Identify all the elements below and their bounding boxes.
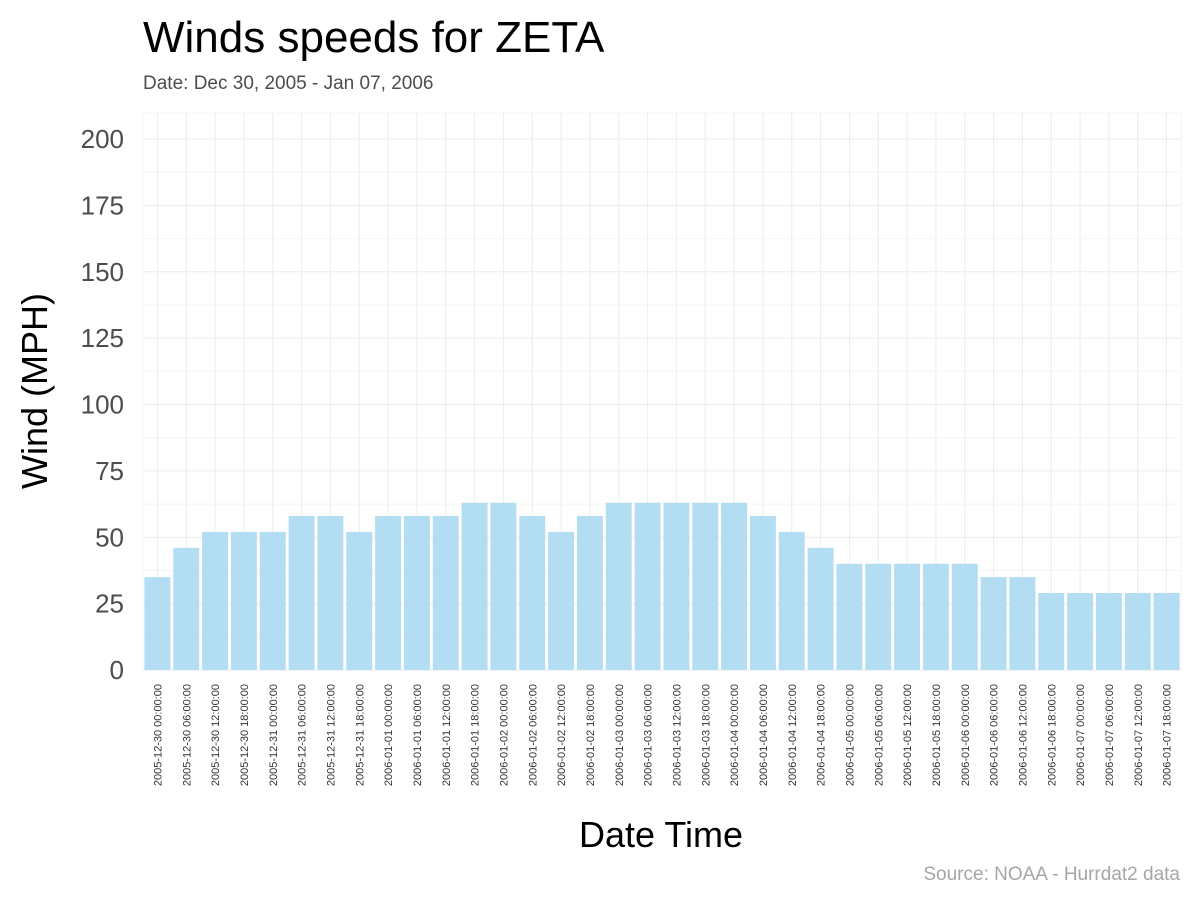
x-tick-label: 2006-01-06 18:00:00	[1046, 684, 1058, 786]
bar	[634, 502, 661, 670]
bar	[548, 531, 575, 670]
x-tick-label: 2006-01-05 06:00:00	[873, 684, 885, 786]
x-tick-label: 2005-12-31 12:00:00	[325, 684, 337, 786]
bar	[894, 563, 921, 670]
bar	[749, 516, 776, 670]
x-tick-label: 2006-01-02 18:00:00	[585, 684, 597, 786]
x-tick-label: 2006-01-03 00:00:00	[614, 684, 626, 786]
x-tick-label: 2006-01-01 12:00:00	[441, 684, 453, 786]
x-tick-label: 2005-12-31 00:00:00	[268, 684, 280, 786]
bar	[403, 516, 430, 670]
bar	[432, 516, 459, 670]
source-caption: Source: NOAA - Hurrdat2 data	[923, 864, 1180, 885]
x-tick-label: 2006-01-01 18:00:00	[470, 684, 482, 786]
x-tick-label: 2006-01-02 06:00:00	[527, 684, 539, 786]
y-tick-label: 150	[81, 257, 124, 287]
bar	[865, 563, 892, 670]
x-tick-label: 2006-01-04 12:00:00	[787, 684, 799, 786]
bar	[980, 577, 1007, 670]
bars	[144, 502, 1180, 670]
x-tick-label: 2006-01-07 06:00:00	[1104, 684, 1116, 786]
x-tick-label: 2006-01-06 06:00:00	[989, 684, 1001, 786]
bar	[1009, 577, 1036, 670]
x-axis-ticks: 2005-12-30 00:00:00 2005-12-30 06:00:00 20…	[152, 684, 1173, 786]
y-tick-label: 175	[81, 190, 124, 220]
bar	[288, 516, 315, 670]
chart-subtitle: Date: Dec 30, 2005 - Jan 07, 2006	[143, 73, 433, 94]
y-axis-ticks: 0 25 50 75 100 125 150 175 200	[81, 124, 124, 685]
x-tick-label: 2005-12-30 18:00:00	[239, 684, 251, 786]
bar	[1095, 593, 1122, 670]
bar	[346, 531, 373, 670]
y-tick-label: 75	[95, 456, 124, 486]
bar	[490, 502, 517, 670]
x-tick-label: 2006-01-05 18:00:00	[931, 684, 943, 786]
bar	[692, 502, 719, 670]
y-axis-label: Wind (MPH)	[14, 293, 55, 489]
x-tick-label: 2005-12-31 18:00:00	[354, 684, 366, 786]
bar	[576, 516, 603, 670]
x-tick-label: 2005-12-30 12:00:00	[210, 684, 222, 786]
x-axis-label: Date Time	[579, 814, 743, 855]
bar	[922, 563, 949, 670]
bar	[259, 531, 286, 670]
x-tick-label: 2006-01-03 12:00:00	[671, 684, 683, 786]
bar	[173, 547, 200, 670]
bar	[836, 563, 863, 670]
bar	[202, 531, 229, 670]
x-tick-label: 2006-01-03 06:00:00	[643, 684, 655, 786]
x-tick-label: 2006-01-03 18:00:00	[700, 684, 712, 786]
x-tick-label: 2006-01-04 18:00:00	[816, 684, 828, 786]
bar	[663, 502, 690, 670]
x-tick-label: 2006-01-05 12:00:00	[902, 684, 914, 786]
y-tick-label: 50	[95, 522, 124, 552]
x-tick-label: 2006-01-07 18:00:00	[1162, 684, 1174, 786]
y-tick-label: 25	[95, 589, 124, 619]
bar	[778, 531, 805, 670]
y-tick-label: 0	[110, 655, 124, 685]
bar	[1038, 593, 1065, 670]
bar	[317, 516, 344, 670]
bar	[1067, 593, 1094, 670]
x-tick-label: 2006-01-07 00:00:00	[1075, 684, 1087, 786]
chart-title: Winds speeds for ZETA	[143, 13, 605, 62]
x-tick-label: 2005-12-30 06:00:00	[181, 684, 193, 786]
y-tick-label: 100	[81, 390, 124, 420]
x-tick-label: 2006-01-07 12:00:00	[1133, 684, 1145, 786]
x-tick-label: 2006-01-02 12:00:00	[556, 684, 568, 786]
x-tick-label: 2006-01-01 06:00:00	[412, 684, 424, 786]
bar	[1153, 593, 1180, 670]
x-tick-label: 2006-01-05 00:00:00	[844, 684, 856, 786]
x-tick-label: 2006-01-01 00:00:00	[383, 684, 395, 786]
bar	[1124, 593, 1151, 670]
bar	[807, 547, 834, 670]
x-tick-label: 2006-01-04 00:00:00	[729, 684, 741, 786]
x-tick-label: 2006-01-04 06:00:00	[758, 684, 770, 786]
bar	[144, 577, 171, 670]
bar	[461, 502, 488, 670]
y-tick-label: 200	[81, 124, 124, 154]
bar	[230, 531, 257, 670]
bar	[375, 516, 402, 670]
bar	[951, 563, 978, 670]
y-tick-label: 125	[81, 323, 124, 353]
x-tick-label: 2006-01-02 00:00:00	[498, 684, 510, 786]
x-tick-label: 2005-12-31 06:00:00	[297, 684, 309, 786]
x-tick-label: 2005-12-30 00:00:00	[152, 684, 164, 786]
x-tick-label: 2006-01-06 12:00:00	[1017, 684, 1029, 786]
x-tick-label: 2006-01-06 00:00:00	[960, 684, 972, 786]
bar	[519, 516, 546, 670]
bar	[605, 502, 632, 670]
bar	[721, 502, 748, 670]
